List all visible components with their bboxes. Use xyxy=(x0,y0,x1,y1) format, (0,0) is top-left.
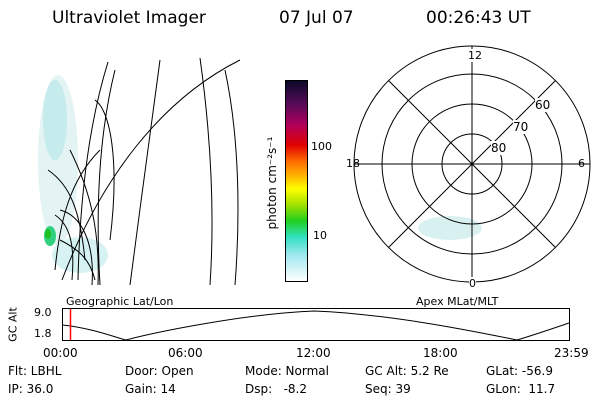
colorbar-tick-10: 10 xyxy=(313,229,327,242)
mlt-label-18: 18 xyxy=(346,157,360,170)
timeline-x-tick-1200: 12:00 xyxy=(296,346,331,360)
polar-plot xyxy=(353,45,591,283)
status-gain: Gain: 14 xyxy=(125,382,176,396)
altitude-timeline xyxy=(62,308,570,341)
geographic-image-panel xyxy=(38,57,241,286)
mlt-label-12: 12 xyxy=(468,49,482,62)
colorbar-tick-100: 100 xyxy=(311,140,332,153)
timeline-x-tick-0600: 06:00 xyxy=(168,346,203,360)
geographic-grid xyxy=(47,57,241,286)
status-dsp: Dsp: -8.2 xyxy=(245,382,308,396)
timeline-x-tick-2359: 23:59 xyxy=(554,346,589,360)
lat-label-70: 70 xyxy=(513,120,529,134)
timeline-x-tick-1800: 18:00 xyxy=(423,346,458,360)
aurora-emission xyxy=(38,75,108,273)
lat-label-60: 60 xyxy=(535,98,551,112)
timeline-y-label: GC Alt xyxy=(6,307,20,342)
polar-aurora xyxy=(418,216,482,240)
polar-grid xyxy=(353,45,591,283)
mlt-label-0: 0 xyxy=(469,277,476,290)
status-seq: Seq: 39 xyxy=(365,382,411,396)
timeline-x-tick-0000: 00:00 xyxy=(43,346,78,360)
timeline-y-tick-min: 1.8 xyxy=(34,327,52,340)
colorbar xyxy=(285,80,308,282)
status-glat: GLat: -56.9 xyxy=(486,364,553,378)
timeline-y-tick-max: 9.0 xyxy=(34,306,52,319)
status-ip: IP: 36.0 xyxy=(8,382,54,396)
mlt-label-6: 6 xyxy=(578,157,585,170)
status-gc-alt: GC Alt: 5.2 Re xyxy=(365,364,449,378)
status-mode: Mode: Normal xyxy=(245,364,329,378)
date-label: 07 Jul 07 xyxy=(279,8,354,28)
status-glon: GLon: 11.7 xyxy=(486,382,556,396)
app-title: Ultraviolet Imager xyxy=(52,8,206,28)
lat-label-80: 80 xyxy=(491,141,507,155)
timeline-left-title: Geographic Lat/Lon xyxy=(66,295,174,308)
altitude-curve xyxy=(62,310,570,341)
colorbar-label: photon cm⁻²s⁻¹ xyxy=(265,136,279,230)
timeline-right-title: Apex MLat/MLT xyxy=(416,295,499,308)
status-door: Door: Open xyxy=(125,364,194,378)
time-label: 00:26:43 UT xyxy=(426,8,531,28)
status-filter: Flt: LBHL xyxy=(8,364,62,378)
